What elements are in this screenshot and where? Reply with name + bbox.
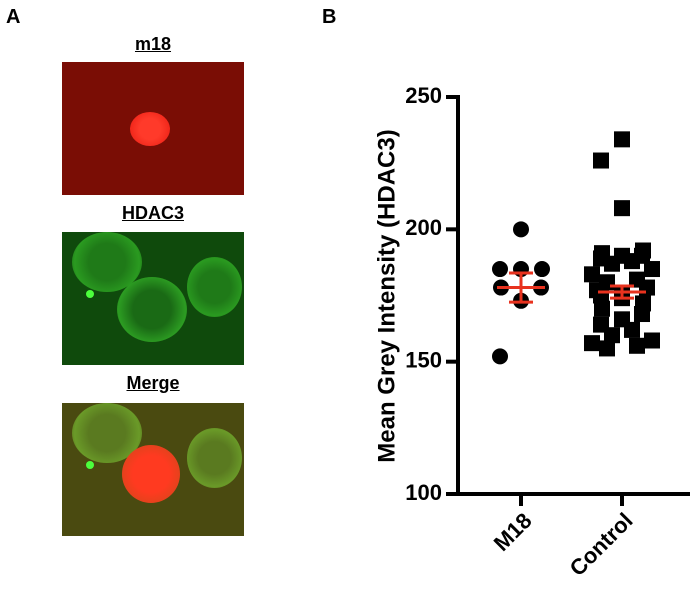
cell xyxy=(72,232,142,292)
point xyxy=(584,266,600,283)
cell xyxy=(117,277,187,342)
point xyxy=(492,261,508,278)
point xyxy=(492,348,508,365)
point xyxy=(534,261,550,278)
panel-label: A xyxy=(6,6,21,28)
image-title: m18 xyxy=(134,34,172,54)
point xyxy=(634,306,650,323)
micrograph xyxy=(62,62,244,195)
point xyxy=(644,332,660,349)
y-tick-label: 250 xyxy=(405,83,442,108)
micrograph xyxy=(62,232,244,365)
point xyxy=(594,300,610,317)
point xyxy=(513,221,529,238)
y-tick-label: 100 xyxy=(405,480,442,505)
micrograph xyxy=(62,403,244,536)
x-tick-label: M18 xyxy=(489,508,537,556)
point xyxy=(593,152,609,169)
point xyxy=(624,321,640,338)
point xyxy=(599,340,615,357)
nucleus xyxy=(122,445,180,503)
point xyxy=(644,261,660,278)
point xyxy=(604,255,620,272)
nucleus xyxy=(130,112,170,146)
image-title: Merge xyxy=(126,373,180,393)
point xyxy=(629,337,645,354)
point xyxy=(604,327,620,344)
x-tick-label: Control xyxy=(565,508,638,581)
point xyxy=(624,253,640,270)
y-tick-label: 200 xyxy=(405,215,442,240)
point xyxy=(614,131,630,148)
panel-label: B xyxy=(322,6,337,28)
point xyxy=(584,335,600,352)
image-title: HDAC3 xyxy=(121,203,184,223)
cell xyxy=(187,257,242,317)
spot xyxy=(86,290,94,298)
spot xyxy=(86,461,94,469)
cell xyxy=(187,428,242,488)
y-tick-label: 150 xyxy=(405,347,442,372)
point xyxy=(614,200,630,217)
y-axis-title: Mean Grey Intensity (HDAC3) xyxy=(373,129,400,462)
